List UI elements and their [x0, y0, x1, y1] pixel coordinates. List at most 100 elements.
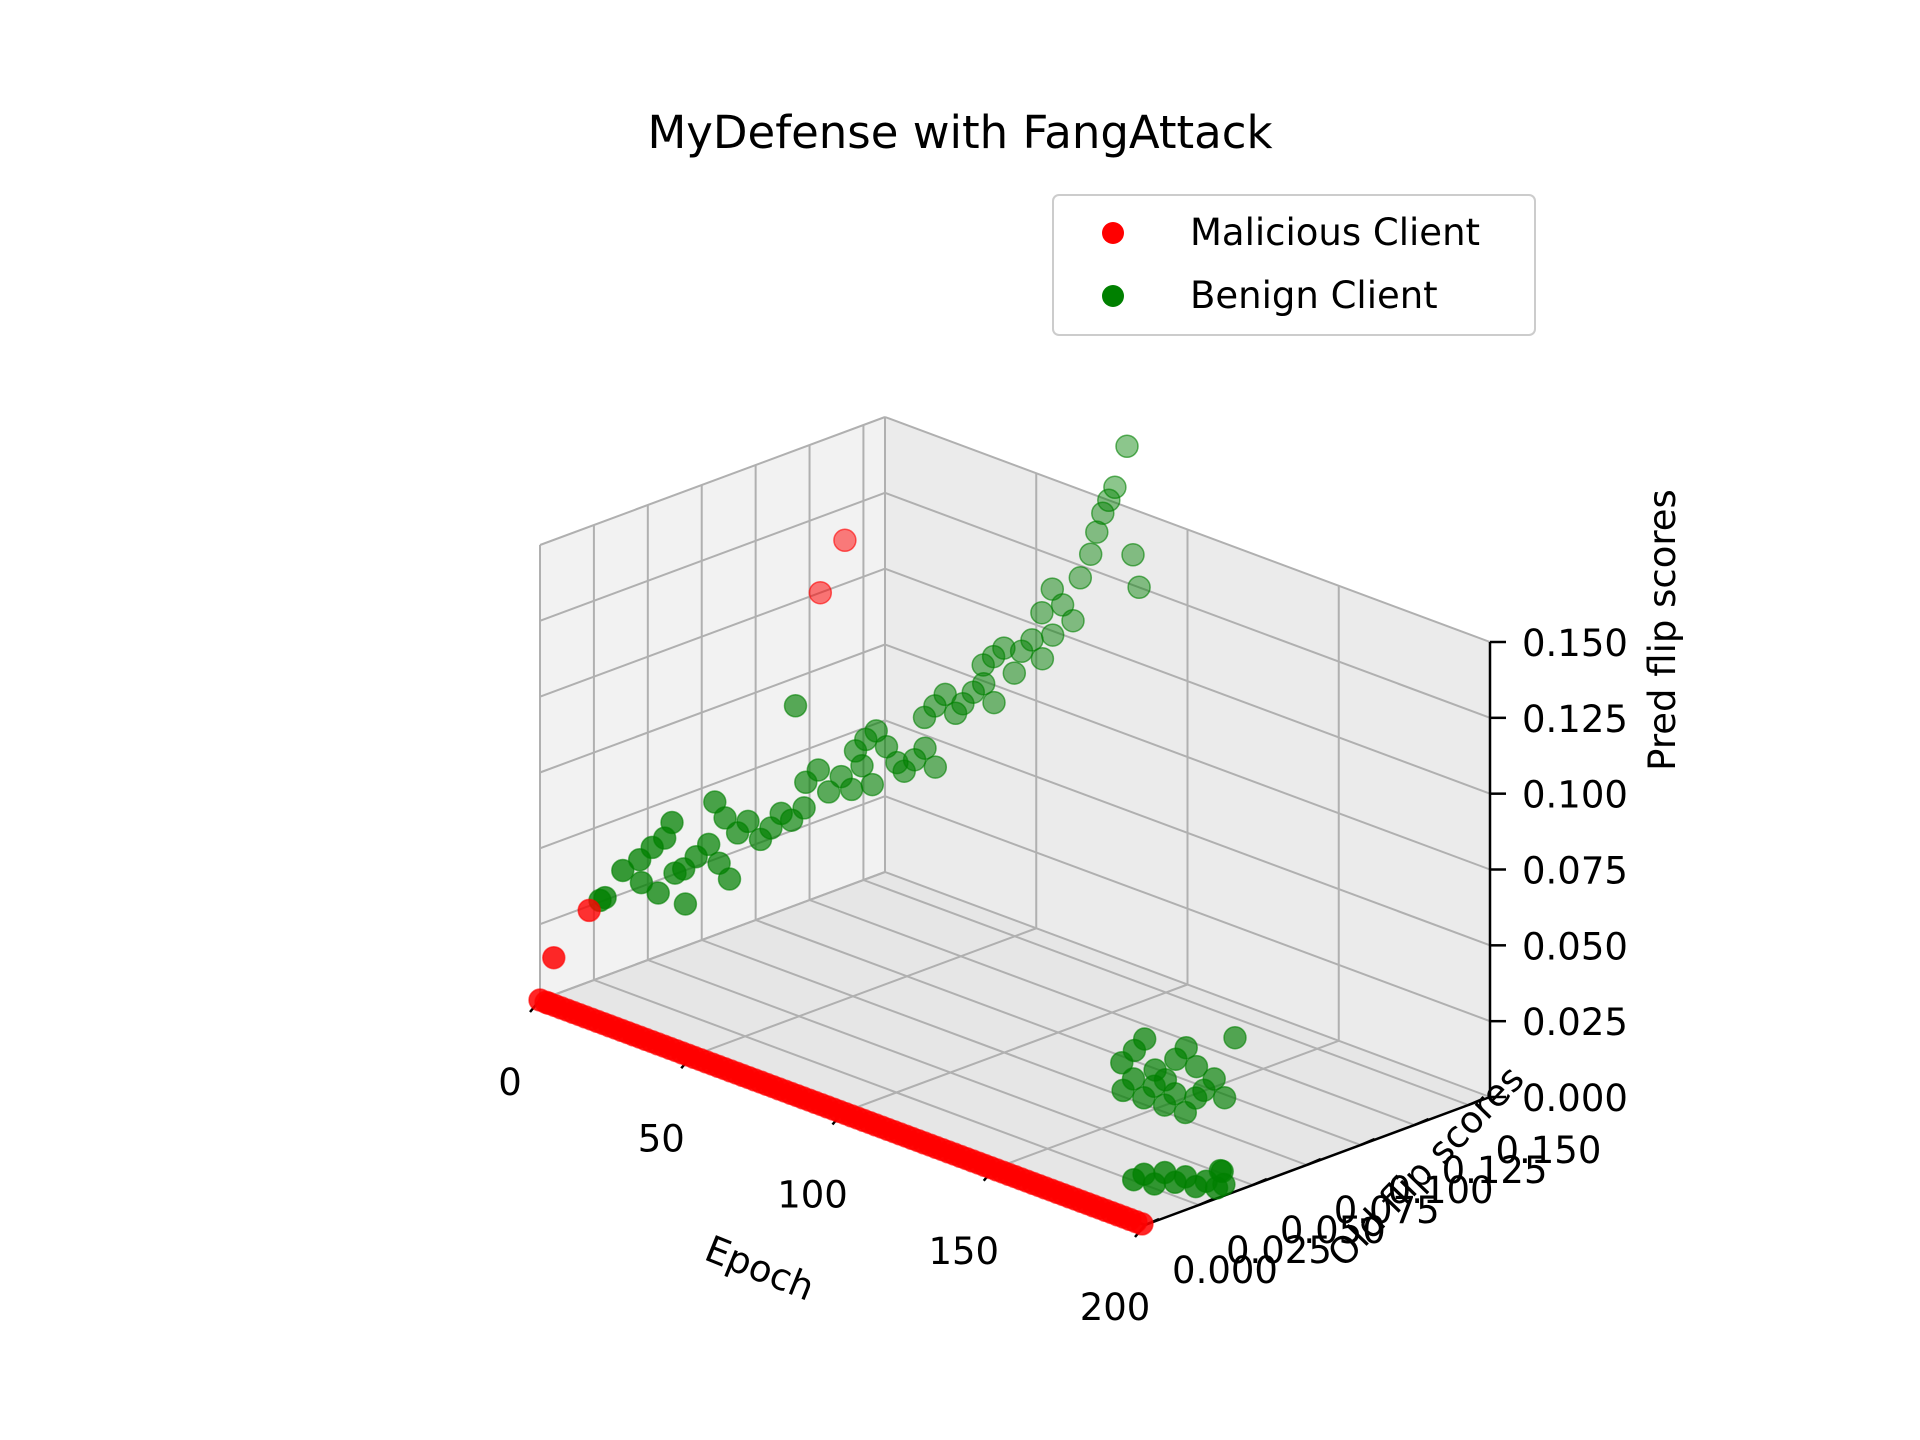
z-tick-label: 0.000: [1522, 1077, 1628, 1120]
y-tick-mark: [1198, 1197, 1214, 1207]
benign-point: [646, 881, 670, 905]
benign-point: [707, 851, 731, 875]
benign-point: [1115, 434, 1139, 459]
benign-point: [1173, 1100, 1198, 1125]
benign-point: [912, 705, 937, 730]
benign-point: [1143, 1058, 1167, 1082]
legend: Malicious Client Benign Client: [1052, 194, 1536, 336]
y-tick-label: 0.025: [1226, 1229, 1332, 1272]
benign-point: [1164, 1047, 1188, 1071]
benign-point: [1152, 1093, 1177, 1117]
y-tick-label: 0.075: [1334, 1189, 1440, 1232]
z-tick-label: 0.075: [1522, 850, 1628, 893]
y-tick-label: 0.125: [1442, 1149, 1548, 1192]
benign-point: [1212, 1085, 1237, 1110]
benign-point: [1103, 475, 1127, 500]
x-tick-label: 50: [638, 1117, 685, 1160]
grid-line-y-floor: [593, 979, 1200, 1206]
z-tick-label: 0.025: [1522, 1001, 1628, 1044]
benign-point: [943, 701, 968, 726]
benign-point: [1223, 1025, 1247, 1050]
benign-point: [1030, 600, 1054, 625]
benign-point: [982, 690, 1006, 715]
grid-line-y-floor: [755, 919, 1361, 1146]
benign-point: [1184, 1054, 1209, 1079]
y-tick-mark: [1467, 1097, 1483, 1107]
legend-label-malicious: Malicious Client: [1190, 211, 1480, 254]
legend-marker-malicious: [1102, 222, 1124, 244]
benign-point: [611, 858, 635, 883]
y-tick-mark: [1360, 1137, 1376, 1147]
chart-title: MyDefense with FangAttack: [647, 106, 1272, 159]
benign-point: [1040, 577, 1065, 601]
z-axis-label: Pred flip scores: [1641, 489, 1684, 771]
malicious-point: [1130, 1212, 1154, 1236]
benign-point: [816, 780, 841, 804]
benign-point: [829, 764, 853, 789]
legend-box: [1052, 194, 1536, 336]
benign-point: [794, 770, 818, 795]
benign-point: [1030, 646, 1055, 671]
x-tick-label: 100: [777, 1174, 848, 1217]
benign-point: [1068, 566, 1093, 590]
grid-line-y-floor: [701, 939, 1308, 1166]
y-tick-label: 0.000: [1172, 1249, 1278, 1292]
grid-line-z-left: [539, 643, 886, 774]
benign-point: [1121, 1167, 1146, 1192]
benign-point: [703, 790, 727, 814]
grid-line-x-floor: [690, 927, 1037, 1058]
benign-point: [1078, 542, 1103, 566]
grid-line-z-back: [884, 491, 1491, 719]
x-tick-label: 200: [1080, 1286, 1151, 1329]
tick-labels: 0501001502000.0000.0250.0500.0750.1000.1…: [498, 622, 1628, 1329]
benign-point: [1040, 623, 1065, 647]
malicious-point: [808, 580, 833, 605]
benign-point: [1097, 488, 1121, 513]
benign-point: [1085, 520, 1109, 544]
grid-line-z-left: [539, 719, 886, 850]
benign-point: [783, 694, 808, 718]
malicious-point: [542, 945, 566, 970]
benign-point: [673, 892, 698, 916]
grid-line-y-floor: [809, 899, 1415, 1126]
grid-line-y-floor: [647, 959, 1254, 1186]
y-tick-label: 0.150: [1495, 1129, 1601, 1172]
y-tick-label: 0.050: [1280, 1209, 1386, 1252]
benign-point: [627, 847, 652, 872]
legend-marker-benign: [1102, 285, 1124, 307]
benign-point: [850, 754, 874, 778]
grid-line-z-back: [884, 719, 1491, 947]
benign-point: [629, 870, 654, 895]
grid-line-x-floor: [842, 983, 1188, 1114]
benign-point: [1110, 1051, 1134, 1075]
x-tick-label: 0: [498, 1061, 522, 1104]
data-points: [528, 434, 1247, 1236]
malicious-point: [833, 528, 857, 553]
y-tick-mark: [1306, 1157, 1322, 1167]
x-axis-label: Epoch: [699, 1227, 820, 1309]
grid-line-z-back: [884, 871, 1491, 1098]
z-tick-label: 0.050: [1522, 925, 1628, 968]
y-tick-label: 0.100: [1388, 1169, 1494, 1212]
benign-point: [1002, 661, 1027, 685]
benign-point: [671, 857, 696, 881]
benign-point: [923, 755, 948, 779]
benign-point: [748, 827, 773, 852]
z-tick-label: 0.125: [1522, 698, 1628, 741]
grid-line-z-left: [539, 416, 886, 546]
z-tick-label: 0.100: [1522, 774, 1628, 817]
z-tick-label: 0.150: [1522, 622, 1628, 665]
grid-line-z-left: [539, 871, 886, 1001]
x-tick-label: 150: [928, 1230, 999, 1273]
malicious-point: [577, 898, 601, 923]
benign-point: [725, 821, 750, 845]
benign-point: [1121, 543, 1145, 567]
y-tick-mark: [1414, 1117, 1430, 1127]
legend-label-benign: Benign Client: [1190, 274, 1438, 317]
grid-line-y-floor: [863, 879, 1469, 1106]
grid-line-z-left: [539, 491, 886, 622]
benign-point: [1091, 501, 1115, 525]
y-tick-mark: [1252, 1177, 1268, 1187]
benign-point: [1111, 1078, 1135, 1103]
